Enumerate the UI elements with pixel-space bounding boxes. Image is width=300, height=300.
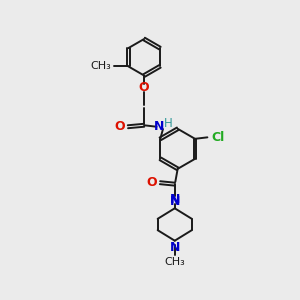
Text: N: N [154,120,165,133]
Text: CH₃: CH₃ [91,61,112,71]
Text: N: N [169,195,180,208]
Text: H: H [164,117,172,130]
Text: O: O [114,120,125,133]
Text: Cl: Cl [211,131,224,144]
Text: N: N [169,241,180,254]
Text: N: N [169,193,180,206]
Text: O: O [139,81,149,94]
Text: O: O [146,176,157,189]
Text: CH₃: CH₃ [164,256,185,267]
